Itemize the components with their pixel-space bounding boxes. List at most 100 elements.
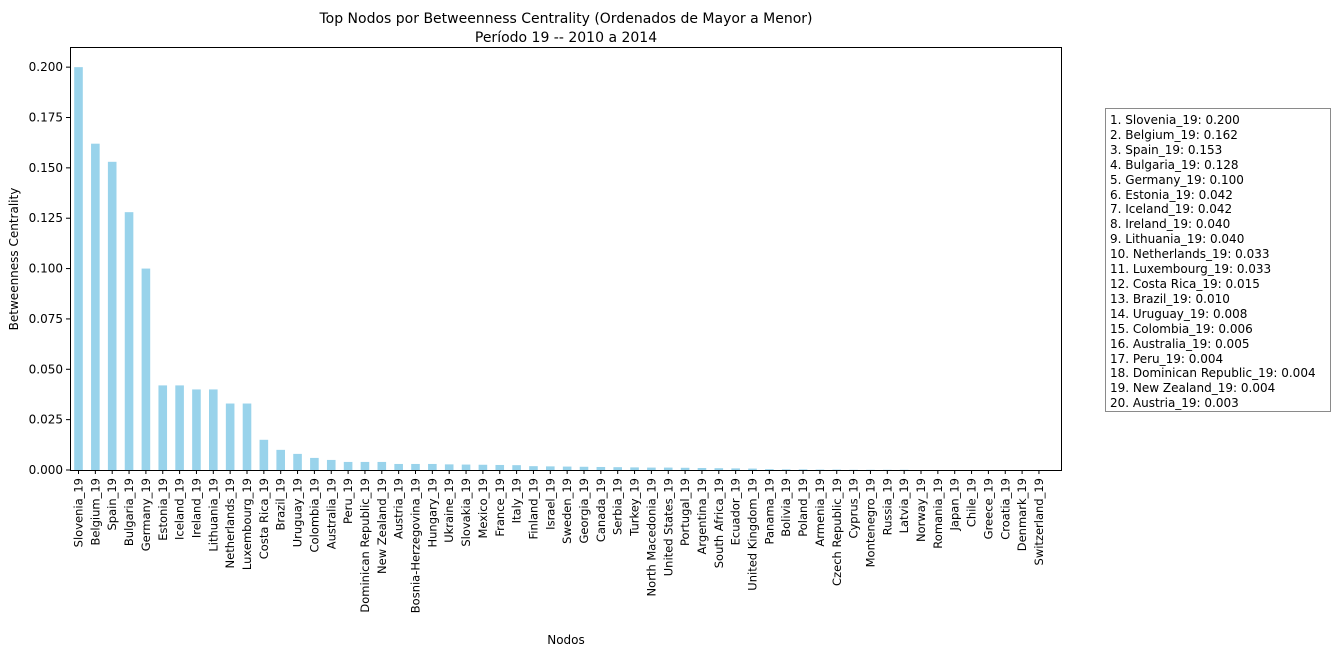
bar xyxy=(360,461,370,470)
legend-entry: 16. Australia_19: 0.005 xyxy=(1110,336,1250,351)
legend-entry: 6. Estonia_19: 0.042 xyxy=(1110,187,1233,202)
legend-entry: 7. Iceland_19: 0.042 xyxy=(1110,202,1233,217)
x-tick-label: France_19 xyxy=(493,478,507,537)
y-tick-label: 0.125 xyxy=(29,211,63,225)
x-tick-label: Greece_19 xyxy=(981,478,995,539)
x-tick-label: Peru_19 xyxy=(341,478,355,524)
y-tick-label: 0.175 xyxy=(29,111,63,125)
x-tick-label: United Kingdom_19 xyxy=(746,478,760,591)
x-tick-label: Austria_19 xyxy=(392,478,406,539)
legend-entry: 10. Netherlands_19: 0.033 xyxy=(1110,247,1270,262)
x-tick-label: Belgium_19 xyxy=(88,478,102,546)
x-tick-label: Poland_19 xyxy=(796,478,810,537)
x-tick-label: Chile_19 xyxy=(965,478,979,527)
bar xyxy=(647,467,656,470)
legend-entry: 3. Spain_19: 0.153 xyxy=(1110,142,1223,157)
x-tick-label: Sweden_19 xyxy=(560,478,574,544)
bar xyxy=(663,467,673,470)
x-tick-label: Russia_19 xyxy=(880,478,894,535)
x-tick-label: Croatia_19 xyxy=(998,478,1012,540)
x-tick-label: Czech Republic_19 xyxy=(830,478,844,586)
x-tick-label: Canada_19 xyxy=(594,478,608,542)
legend-entry: 8. Ireland_19: 0.040 xyxy=(1110,217,1231,232)
legend-entry: 15. Colombia_19: 0.006 xyxy=(1110,321,1253,336)
x-tick-label: Iceland_19 xyxy=(173,478,187,540)
bar xyxy=(394,463,403,470)
bar xyxy=(209,389,218,470)
x-tick-label: Switzerland_19 xyxy=(1032,478,1046,565)
x-tick-label: Bosnia-Herzegovina_19 xyxy=(409,478,423,613)
bar xyxy=(124,212,134,471)
bar xyxy=(377,461,387,470)
x-tick-label: Costa Rica_19 xyxy=(257,478,271,559)
x-tick-label: United States_19 xyxy=(661,478,675,576)
bar xyxy=(613,467,622,470)
x-tick-label: Ukraine_19 xyxy=(442,478,456,543)
y-tick-label: 0.050 xyxy=(29,362,63,376)
x-tick-label: Norway_19 xyxy=(914,478,928,542)
bar xyxy=(293,453,302,470)
x-tick-label: Finland_19 xyxy=(526,478,540,539)
bar xyxy=(529,466,538,470)
y-axis: 0.000 0.025 0.050 0.075 0.100 0.125 0.150 0.175… xyxy=(29,60,70,477)
legend-entry: 4. Bulgaria_19: 0.128 xyxy=(1110,157,1239,172)
x-tick-label: Ecuador_19 xyxy=(729,478,743,545)
chart-subtitle: Período 19 -- 2010 a 2014 xyxy=(474,30,658,46)
x-tick-label: Slovenia_19 xyxy=(72,478,86,547)
x-tick-label: Estonia_19 xyxy=(156,478,170,541)
legend-entry: 13. Brazil_19: 0.010 xyxy=(1110,291,1230,306)
bar xyxy=(107,161,117,470)
bar xyxy=(579,466,589,470)
legend-entry: 14. Uruguay_19: 0.008 xyxy=(1110,306,1248,321)
x-tick-label: Latvia_19 xyxy=(897,478,911,533)
x-tick-label: Montenegro_19 xyxy=(863,478,877,567)
legend-entry: 2. Belgium_19: 0.162 xyxy=(1110,127,1238,142)
bar xyxy=(192,389,201,470)
bar xyxy=(765,469,774,470)
bars-group xyxy=(74,67,909,471)
plot-frame xyxy=(70,47,1062,471)
y-tick-label: 0.150 xyxy=(29,161,63,175)
legend-entry: 5. Germany_19: 0.100 xyxy=(1110,172,1244,187)
legend-entry: 11. Luxembourg_19: 0.033 xyxy=(1110,262,1272,277)
x-tick-label: South Africa_19 xyxy=(712,478,726,568)
bar xyxy=(310,457,319,470)
x-axis: Slovenia_19 Belgium_19 Spain_19 Bulgaria_19… xyxy=(72,470,1046,613)
legend: 1. Slovenia_19: 0.200 2. Belgium_19: 0.16… xyxy=(1105,108,1331,412)
x-tick-label: Ireland_19 xyxy=(189,478,203,538)
x-axis-label: Nodos xyxy=(547,633,585,647)
x-tick-label: Japan_19 xyxy=(948,478,962,531)
legend-entry: 19. New Zealand_19: 0.004 xyxy=(1110,381,1276,396)
bar xyxy=(326,459,336,470)
bar xyxy=(697,467,707,470)
x-tick-label: Bulgaria_19 xyxy=(122,478,136,546)
bar xyxy=(630,467,639,470)
y-tick-label: 0.025 xyxy=(29,413,63,427)
x-tick-label: Argentina_19 xyxy=(695,478,709,554)
x-tick-label: Mexico_19 xyxy=(476,478,490,539)
bar xyxy=(495,464,505,470)
bar xyxy=(596,466,606,470)
x-tick-label: Hungary_19 xyxy=(425,478,439,548)
bar xyxy=(175,385,184,470)
x-tick-label: Uruguay_19 xyxy=(291,478,305,547)
bar xyxy=(781,469,791,470)
bar xyxy=(276,449,285,470)
bar xyxy=(411,463,420,470)
x-tick-label: Lithuania_19 xyxy=(206,478,220,552)
bar xyxy=(225,403,235,470)
x-tick-label: Dominican Republic_19 xyxy=(358,478,372,613)
legend-entry: 20. Austria_19: 0.003 xyxy=(1110,396,1239,411)
x-tick-label: Portugal_19 xyxy=(678,478,692,546)
bar xyxy=(242,403,252,470)
bar xyxy=(798,469,808,470)
bar xyxy=(512,465,521,470)
bar xyxy=(731,468,740,470)
x-tick-label: Panama_19 xyxy=(762,478,776,544)
x-tick-label: Brazil_19 xyxy=(274,478,288,530)
x-tick-label: Colombia_19 xyxy=(307,478,321,552)
x-tick-label: Bolivia_19 xyxy=(779,478,793,537)
x-tick-label: Italy_19 xyxy=(510,478,524,523)
x-tick-label: Armenia_19 xyxy=(813,478,827,547)
